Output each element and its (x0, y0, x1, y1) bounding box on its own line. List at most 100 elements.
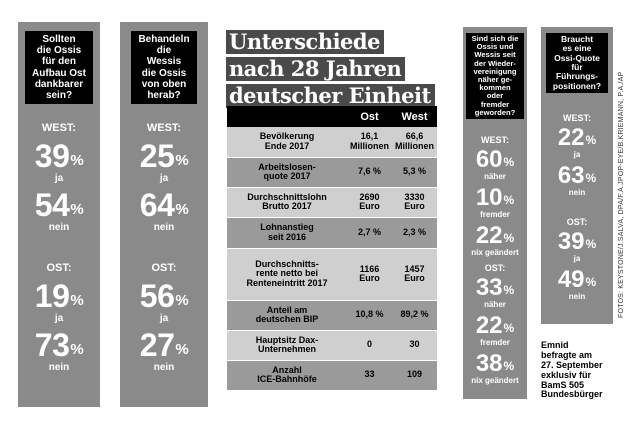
answer-label: nix geändert (471, 248, 519, 257)
percent-value: 63 (557, 162, 585, 189)
result-item: 38% nix geändert (463, 352, 527, 385)
result-item: 56% ja (120, 280, 208, 324)
panel-naeher-fremder: Sind sich die Ossis und Wessis seit der … (463, 27, 527, 399)
percent-value: 27 (139, 327, 175, 363)
cell-west: 2,3 % (392, 217, 437, 249)
answer-label: ja (573, 150, 581, 159)
panel-ossi-quote: Braucht es eine Ossi-Quote für Führungs-… (541, 27, 613, 324)
answer-label: nein (153, 362, 175, 373)
west-header: WEST: (41, 122, 77, 134)
title-line: deutscher Einheit (226, 84, 435, 108)
ost-group: OST: 33% näher 22% fremder 38% nix geänd… (463, 263, 527, 385)
ost-group: OST: 19% ja 73% nein (18, 262, 100, 373)
ost-header: OST: (484, 263, 506, 273)
result-item: 63% nein (541, 164, 613, 197)
percent-sign: % (585, 275, 597, 289)
cell-west: 89,2 % (392, 300, 437, 331)
percent-value: 33 (475, 274, 503, 301)
percent-value: 22 (557, 124, 585, 151)
percent-sign: % (503, 359, 515, 373)
answer-label: ja (159, 173, 169, 184)
west-group: WEST: 25% ja 64% nein (120, 122, 208, 233)
answer-label: näher (484, 172, 506, 181)
answer-label: ja (54, 313, 64, 324)
result-item: 49% nein (541, 268, 613, 301)
column-header-west: West (392, 106, 437, 127)
cell-west: 66,6 Millionen (392, 127, 437, 158)
result-item: 10% fremder (463, 186, 527, 219)
table-header-row: Ost West (227, 106, 437, 127)
west-group: WEST: 60% näher 10% fremder 22% nix geän… (463, 135, 527, 257)
answer-label: fremder (480, 210, 510, 219)
ost-group: OST: 56% ja 27% nein (120, 262, 208, 373)
page-title: Unterschiede nach 28 Jahren deutscher Ei… (226, 30, 435, 111)
percent-value: 10 (475, 184, 503, 211)
column-header (227, 106, 347, 127)
percent-value: 22 (475, 222, 503, 249)
result-item: 60% näher (463, 148, 527, 181)
result-item: 25% ja (120, 140, 208, 184)
row-label: Anzahl ICE-Bahnhöfe (227, 360, 347, 391)
row-label: Lohnanstieg seit 2016 (227, 217, 347, 249)
percent-value: 60 (475, 146, 503, 173)
column-header-ost: Ost (347, 106, 392, 127)
cell-ost: 33 (347, 360, 392, 391)
answer-label: nein (153, 222, 175, 233)
ost-header: OST: (46, 262, 72, 274)
result-item: 22% fremder (463, 314, 527, 347)
table-row: Bevölkerung Ende 2017 16,1 Millionen 66,… (227, 127, 437, 158)
result-item: 54% nein (18, 189, 100, 233)
west-header: WEST: (563, 113, 591, 123)
percent-sign: % (175, 201, 189, 218)
table-row: Arbeitslosen- quote 2017 7,6 % 5,3 % (227, 157, 437, 188)
question-box: Sind sich die Ossis und Wessis seit der … (466, 33, 524, 119)
cell-ost: 2690 Euro (347, 187, 392, 218)
cell-west: 5,3 % (392, 157, 437, 188)
answer-label: näher (484, 300, 506, 309)
title-line: Unterschiede (226, 30, 384, 54)
result-item: 22% nix geändert (463, 224, 527, 257)
cell-ost: 10,8 % (347, 300, 392, 331)
ost-header: OST: (566, 217, 588, 227)
west-header: WEST: (481, 135, 509, 145)
answer-label: ja (573, 254, 581, 263)
answer-label: nein (48, 362, 70, 373)
percent-sign: % (175, 152, 189, 169)
question-box: Braucht es eine Ossi-Quote für Führungs-… (546, 33, 608, 94)
percent-sign: % (503, 193, 515, 207)
table-row: Anteil am deutschen BIP 10,8 % 89,2 % (227, 300, 437, 331)
cell-west: 3330 Euro (392, 187, 437, 218)
row-label: Hauptsitz Dax- Unternehmen (227, 330, 347, 361)
ost-header: OST: (151, 262, 177, 274)
cell-ost: 16,1 Millionen (347, 127, 392, 158)
west-group: WEST: 39% ja 54% nein (18, 122, 100, 233)
percent-sign: % (175, 292, 189, 309)
percent-sign: % (503, 321, 515, 335)
cell-west: 109 (392, 360, 437, 391)
percent-sign: % (70, 341, 84, 358)
answer-label: ja (54, 173, 64, 184)
table-row: Hauptsitz Dax- Unternehmen 0 30 (227, 330, 437, 361)
question-box: Behandeln die Wessis die Ossis von oben … (131, 31, 197, 105)
percent-value: 19 (34, 278, 70, 314)
result-item: 39% ja (541, 230, 613, 263)
percent-value: 38 (475, 350, 503, 377)
west-header: WEST: (146, 122, 182, 134)
table-row: Durchschnitts- rente netto bei Rentenein… (227, 248, 437, 301)
percent-sign: % (503, 231, 515, 245)
percent-value: 39 (557, 228, 585, 255)
answer-label: fremder (480, 338, 510, 347)
percent-value: 25 (139, 138, 175, 174)
answer-label: nein (568, 292, 586, 301)
question-box: Sollten die Ossis für den Aufbau Ost dan… (25, 31, 93, 105)
percent-value: 54 (34, 187, 70, 223)
result-item: 27% nein (120, 329, 208, 373)
percent-value: 56 (139, 278, 175, 314)
row-label: Durchschnittslohn Brutto 2017 (227, 187, 347, 218)
percent-sign: % (585, 237, 597, 251)
row-label: Bevölkerung Ende 2017 (227, 127, 347, 158)
percent-sign: % (585, 171, 597, 185)
west-group: WEST: 22% ja 63% nein (541, 113, 613, 197)
percent-sign: % (70, 292, 84, 309)
percent-sign: % (585, 133, 597, 147)
